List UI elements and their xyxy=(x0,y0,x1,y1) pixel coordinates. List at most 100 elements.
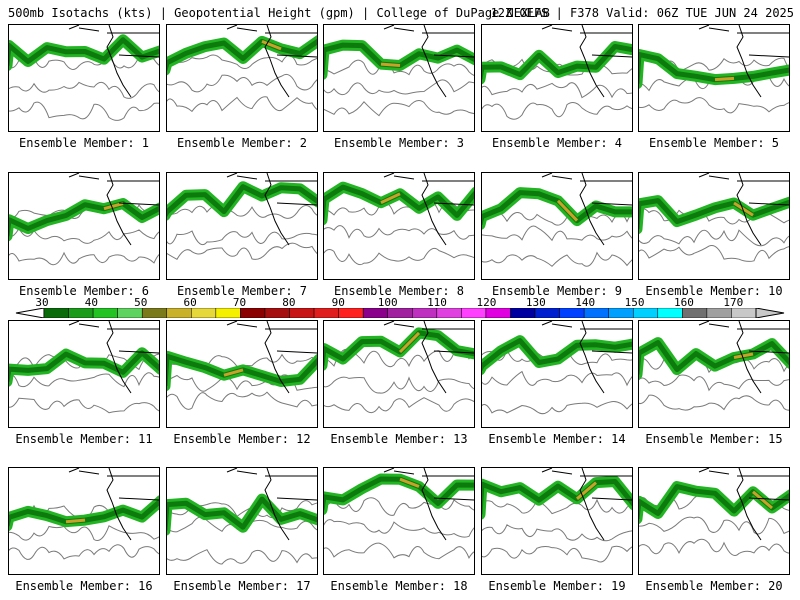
ensemble-map xyxy=(8,467,160,575)
jet-core-isotach xyxy=(9,201,159,237)
jet-max-isotach xyxy=(399,477,420,488)
jet-core-isotach xyxy=(9,350,159,382)
jet-core-isotach xyxy=(482,338,632,372)
colorbar-swatch xyxy=(191,308,217,318)
ensemble-member-label: Ensemble Member: 11 xyxy=(15,432,153,446)
ensemble-panel: Ensemble Member: 8 xyxy=(323,172,475,298)
map-graphic xyxy=(482,25,632,120)
height-contour xyxy=(324,100,474,117)
header-title: 500mb Isotachs (kts) | Geopotential Heig… xyxy=(8,6,550,20)
ensemble-map xyxy=(8,24,160,132)
ensemble-member-label: Ensemble Member: 18 xyxy=(330,579,468,593)
ensemble-member-label: Ensemble Member: 14 xyxy=(488,432,626,446)
colorbar-tick-label: 30 xyxy=(35,296,49,309)
ensemble-panel: Ensemble Member: 20 xyxy=(638,467,790,593)
height-contour xyxy=(324,497,474,516)
ensemble-map xyxy=(166,320,318,428)
ensemble-map xyxy=(481,24,633,132)
ensemble-panel: Ensemble Member: 18 xyxy=(323,467,475,593)
jet-stream-isotach xyxy=(324,39,474,80)
colorbar-swatch xyxy=(485,308,511,318)
ensemble-panel: Ensemble Member: 3 xyxy=(323,24,475,150)
height-contour xyxy=(482,102,632,120)
ensemble-panel: Ensemble Member: 6 xyxy=(8,172,160,298)
colorbar-tick-label: 120 xyxy=(476,296,497,309)
jet-max-isotach xyxy=(714,76,735,82)
ensemble-member-label: Ensemble Member: 3 xyxy=(333,136,465,150)
colorbar-tick-label: 60 xyxy=(183,296,197,309)
height-contour xyxy=(639,374,789,392)
height-contour xyxy=(482,545,632,563)
colorbar-swatch xyxy=(240,308,266,318)
jet-core-isotach xyxy=(167,184,317,217)
ensemble-panel: Ensemble Member: 2 xyxy=(166,24,318,150)
ensemble-map xyxy=(638,467,790,575)
ensemble-member-label: Ensemble Member: 10 xyxy=(645,284,783,298)
colorbar-swatch xyxy=(117,308,143,318)
colorbar-swatch xyxy=(657,308,683,318)
height-contour xyxy=(482,370,632,387)
ensemble-panel: Ensemble Member: 13 xyxy=(323,320,475,446)
height-contour xyxy=(167,54,317,70)
ensemble-panel: Ensemble Member: 4 xyxy=(481,24,633,150)
colorbar-min-arrow xyxy=(15,308,45,318)
jet-core-isotach xyxy=(482,44,632,80)
ensemble-panel: Ensemble Member: 19 xyxy=(481,467,633,593)
ensemble-member-label: Ensemble Member: 9 xyxy=(491,284,623,298)
colorbar-tick-label: 40 xyxy=(84,296,99,309)
height-contour xyxy=(639,97,789,114)
jet-max-isotach xyxy=(752,490,773,510)
map-graphic xyxy=(167,173,317,260)
map-graphic xyxy=(9,25,159,121)
colorbar-swatch xyxy=(264,308,290,318)
ensemble-panel: Ensemble Member: 1 xyxy=(8,24,160,150)
height-contour xyxy=(9,251,159,266)
ensemble-map xyxy=(166,172,318,280)
height-contour xyxy=(324,542,474,560)
height-contour xyxy=(639,516,789,535)
ensemble-member-label: Ensemble Member: 20 xyxy=(645,579,783,593)
ensemble-map xyxy=(638,24,790,132)
coastline xyxy=(698,173,789,246)
height-contour xyxy=(167,230,317,246)
map-graphic xyxy=(167,25,317,113)
coastline xyxy=(226,173,317,246)
colorbar-tick-label: 100 xyxy=(377,296,398,309)
colorbar-swatch xyxy=(510,308,536,318)
colorbar-tick-label: 140 xyxy=(575,296,596,309)
coastline xyxy=(698,468,789,541)
colorbar-swatch xyxy=(141,308,168,318)
jet-core-isotach xyxy=(639,198,789,230)
ensemble-panel: Ensemble Member: 14 xyxy=(481,320,633,446)
ensemble-map xyxy=(323,172,475,280)
coastline xyxy=(383,25,474,98)
colorbar-swatch xyxy=(436,308,462,318)
ensemble-map xyxy=(638,172,790,280)
height-contour xyxy=(9,372,159,388)
ensemble-member-label: Ensemble Member: 2 xyxy=(176,136,308,150)
colorbar-tick-label: 130 xyxy=(525,296,546,309)
map-header: 500mb Isotachs (kts) | Geopotential Heig… xyxy=(8,6,794,22)
coastline xyxy=(226,25,317,98)
ensemble-map xyxy=(323,24,475,132)
coastline xyxy=(68,25,159,98)
jet-core-isotach xyxy=(9,37,159,66)
map-graphic xyxy=(9,321,159,414)
coastline xyxy=(541,25,632,98)
height-contour xyxy=(482,82,632,99)
colorbar-swatch xyxy=(362,308,388,318)
colorbar-swatch xyxy=(338,308,364,318)
height-contour xyxy=(167,204,317,219)
jet-core-isotach xyxy=(324,330,474,366)
colorbar-swatch xyxy=(632,308,659,318)
colorbar-swatch xyxy=(68,308,94,318)
colorbar-swatch xyxy=(412,308,438,318)
jet-core-isotach xyxy=(167,496,317,531)
map-graphic xyxy=(639,25,789,114)
coastline xyxy=(541,468,632,541)
coastline xyxy=(383,468,474,541)
jet-core-isotach xyxy=(482,190,632,226)
coastline xyxy=(68,321,159,394)
colorbar-swatch xyxy=(313,308,339,318)
height-contour xyxy=(167,549,317,565)
